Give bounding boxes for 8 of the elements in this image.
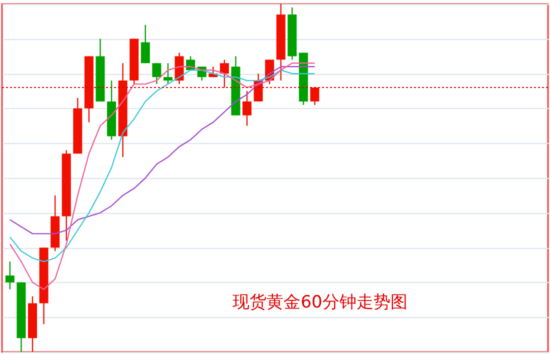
candlestick [163, 62, 172, 85]
candlestick [310, 86, 320, 106]
candlestick [140, 24, 150, 64]
candlestick [220, 59, 229, 88]
candlestick [242, 90, 252, 126]
candlestick [5, 260, 14, 290]
candlestick [152, 62, 162, 85]
text: 现货黄金60分钟走势图 [232, 292, 408, 313]
